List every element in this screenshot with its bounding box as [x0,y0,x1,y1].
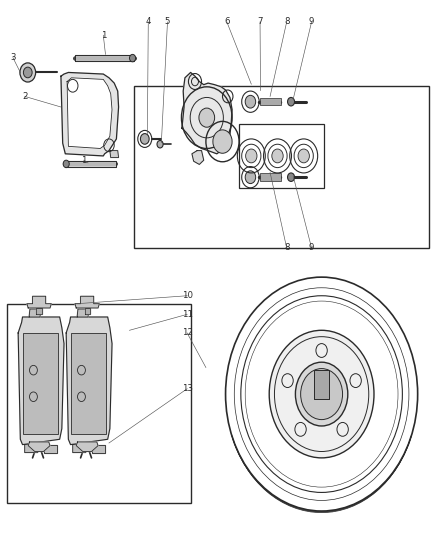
Text: 1: 1 [101,31,106,40]
Polygon shape [92,445,106,453]
Polygon shape [77,309,89,317]
Circle shape [298,149,309,163]
Bar [260,173,281,181]
Text: 5: 5 [165,18,170,27]
Circle shape [213,130,232,154]
Bar [22,333,58,434]
Polygon shape [110,151,119,158]
Polygon shape [66,317,112,445]
Circle shape [199,108,215,127]
Polygon shape [75,55,134,61]
Bar [314,370,329,399]
Text: 8: 8 [284,244,290,253]
Bar [314,370,329,399]
Polygon shape [67,78,112,149]
Bar [239,124,324,188]
Circle shape [272,149,283,163]
Circle shape [288,173,294,181]
Text: 2: 2 [22,92,28,101]
Circle shape [288,98,294,106]
Circle shape [245,95,256,108]
Text: 6: 6 [224,18,230,27]
Circle shape [141,134,149,144]
Polygon shape [25,445,38,453]
Polygon shape [27,296,51,308]
Bar [260,98,281,106]
Polygon shape [29,309,41,317]
Polygon shape [36,308,42,314]
Text: 11: 11 [182,310,193,319]
Polygon shape [65,161,117,166]
Text: 3: 3 [10,53,16,62]
Polygon shape [73,445,86,453]
Circle shape [23,67,32,78]
Text: 10: 10 [182,291,193,300]
Bar [71,333,106,434]
Polygon shape [44,445,57,453]
Polygon shape [61,72,119,156]
Polygon shape [28,442,50,451]
Circle shape [130,54,136,62]
Circle shape [20,63,35,82]
Polygon shape [192,151,204,165]
Circle shape [246,149,257,163]
Polygon shape [18,317,64,445]
Text: 4: 4 [145,18,151,27]
Text: 7: 7 [257,18,263,27]
Text: 8: 8 [284,18,290,27]
Circle shape [63,160,69,167]
Bar [134,86,428,248]
Text: 1: 1 [81,156,86,165]
Polygon shape [76,442,98,451]
Circle shape [300,368,343,419]
Polygon shape [182,72,232,154]
Circle shape [245,171,256,183]
Text: 9: 9 [309,18,314,27]
Text: 13: 13 [182,384,193,393]
Text: 12: 12 [182,328,193,337]
Circle shape [269,330,374,458]
Polygon shape [75,296,99,308]
Circle shape [295,362,348,426]
Bar [7,304,191,503]
Polygon shape [85,308,90,314]
Text: 9: 9 [309,244,314,253]
Circle shape [157,141,163,148]
